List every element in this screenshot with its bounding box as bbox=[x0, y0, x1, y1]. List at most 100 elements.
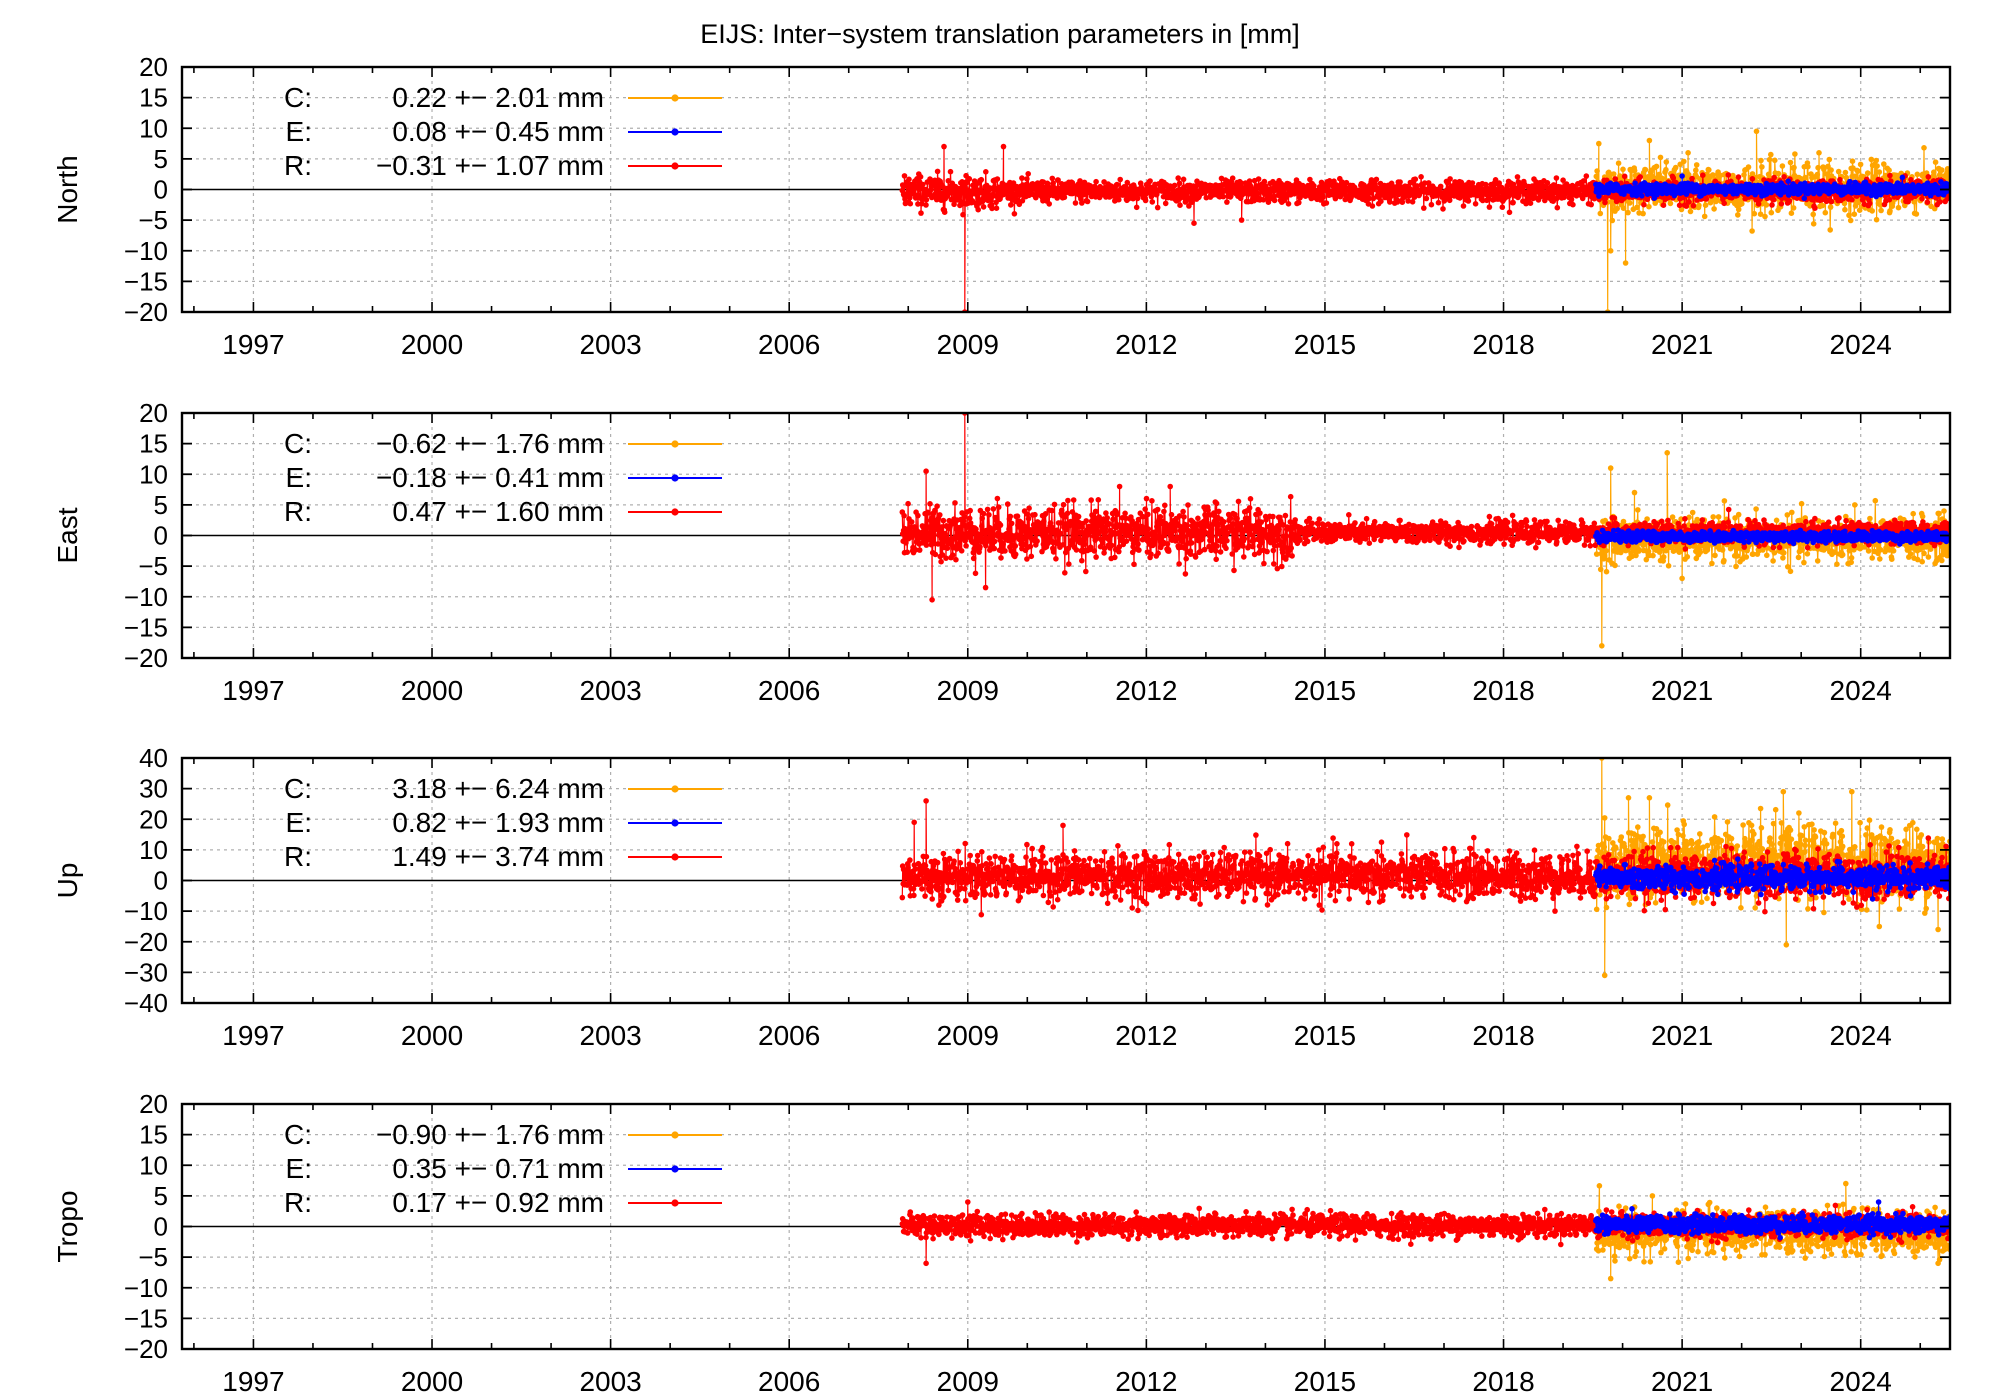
data-point-R bbox=[1621, 173, 1628, 180]
data-point-C bbox=[1646, 137, 1653, 144]
data-point-R bbox=[1224, 199, 1230, 205]
data-point-R bbox=[1583, 173, 1590, 179]
data-point-C bbox=[1663, 159, 1670, 165]
data-point-R bbox=[1046, 201, 1052, 207]
x-tick-label: 2018 bbox=[1472, 329, 1534, 360]
data-point-R bbox=[1366, 195, 1373, 202]
legend-key: E: bbox=[286, 116, 312, 147]
data-point-R bbox=[1554, 204, 1561, 211]
data-point-R bbox=[920, 181, 926, 188]
data-point-R bbox=[951, 201, 957, 208]
data-point-C bbox=[1672, 164, 1679, 171]
data-point-R bbox=[923, 468, 929, 475]
data-point-R bbox=[1686, 199, 1692, 205]
data-point-C bbox=[1650, 552, 1656, 559]
data-point-R bbox=[1261, 178, 1268, 185]
data-point-C bbox=[1642, 166, 1649, 173]
data-point-R bbox=[1421, 180, 1428, 186]
data-point-C bbox=[1634, 204, 1640, 211]
data-point-C bbox=[1944, 166, 1950, 172]
data-point-C bbox=[1607, 465, 1614, 471]
legend-swatch-point bbox=[671, 162, 679, 170]
data-point-R bbox=[1492, 177, 1499, 183]
x-tick-label: 1997 bbox=[222, 329, 284, 360]
data-point-C bbox=[1684, 554, 1691, 560]
data-point-C bbox=[1792, 151, 1798, 157]
data-point-R bbox=[1373, 176, 1380, 183]
data-point-C bbox=[1842, 206, 1848, 213]
data-point-R bbox=[1124, 179, 1131, 186]
data-point-R bbox=[1771, 174, 1777, 181]
data-point-E bbox=[1785, 192, 1792, 198]
data-point-C bbox=[1762, 213, 1768, 220]
x-tick-label: 2000 bbox=[401, 329, 463, 360]
data-point-R bbox=[1000, 143, 1007, 150]
data-point-C bbox=[1697, 549, 1704, 555]
data-point-C bbox=[1601, 553, 1608, 559]
data-point-R bbox=[1148, 193, 1155, 200]
data-point-R bbox=[1778, 201, 1785, 207]
data-point-C bbox=[1633, 552, 1639, 559]
data-point-C bbox=[1653, 163, 1660, 170]
data-point-R bbox=[1323, 200, 1330, 206]
data-point-C bbox=[1939, 167, 1945, 173]
data-point-C bbox=[1857, 161, 1864, 168]
data-point-R bbox=[1905, 198, 1911, 205]
data-point-R bbox=[1320, 194, 1326, 200]
data-point-C bbox=[1721, 498, 1728, 504]
data-point-R bbox=[1580, 178, 1587, 184]
data-point-R bbox=[1311, 183, 1317, 189]
x-tick-label: 2009 bbox=[937, 329, 999, 360]
data-point-R bbox=[935, 541, 941, 547]
data-point-R bbox=[1055, 177, 1061, 183]
data-point-R bbox=[1037, 183, 1044, 190]
data-point-R bbox=[905, 500, 911, 507]
data-point-R bbox=[947, 168, 954, 175]
legend-text: 0.22 +− 2.01 mm bbox=[392, 82, 604, 113]
data-point-R bbox=[1570, 201, 1576, 208]
data-point-C bbox=[1856, 207, 1863, 213]
data-point-C bbox=[1646, 203, 1652, 210]
data-point-R bbox=[1937, 199, 1943, 205]
data-point-C bbox=[1865, 548, 1872, 554]
data-point-R bbox=[934, 503, 940, 510]
data-point-R bbox=[918, 210, 924, 216]
data-point-R bbox=[1447, 176, 1453, 182]
data-point-C bbox=[1795, 554, 1802, 561]
data-point-C bbox=[1787, 568, 1794, 575]
data-point-C bbox=[1852, 203, 1859, 209]
data-point-R bbox=[1886, 196, 1893, 203]
data-point-C bbox=[1641, 541, 1648, 547]
data-point-R bbox=[906, 176, 912, 183]
data-point-E bbox=[1899, 174, 1906, 181]
data-point-R bbox=[993, 205, 1000, 211]
data-point-R bbox=[1499, 184, 1505, 191]
data-point-C bbox=[1842, 169, 1849, 176]
data-point-R bbox=[1435, 199, 1442, 206]
data-point-C bbox=[1743, 554, 1750, 560]
x-tick-label: 2024 bbox=[1830, 329, 1892, 360]
data-point-C bbox=[1749, 228, 1755, 234]
data-point-R bbox=[1387, 199, 1393, 205]
data-point-E bbox=[1785, 178, 1791, 184]
legend-key: R: bbox=[284, 150, 312, 181]
data-point-C bbox=[1941, 508, 1947, 514]
legend-text: −0.31 +− 1.07 mm bbox=[376, 150, 604, 181]
data-point-R bbox=[915, 201, 921, 207]
data-point-C bbox=[1815, 164, 1821, 171]
data-point-C bbox=[1715, 514, 1722, 520]
data-point-R bbox=[1238, 217, 1245, 223]
data-point-C bbox=[1631, 489, 1638, 496]
data-point-R bbox=[1285, 201, 1292, 207]
data-point-R bbox=[1175, 175, 1181, 181]
data-point-C bbox=[1855, 168, 1861, 174]
data-point-C bbox=[1827, 227, 1833, 233]
data-point-R bbox=[983, 169, 989, 175]
data-point-R bbox=[1837, 176, 1843, 183]
data-point-R bbox=[1114, 181, 1120, 188]
data-point-C bbox=[1644, 516, 1650, 522]
data-point-R bbox=[1050, 180, 1056, 186]
data-point-R bbox=[1180, 176, 1187, 183]
y-tick-label: 0 bbox=[154, 175, 168, 205]
data-point-R bbox=[1925, 174, 1932, 180]
